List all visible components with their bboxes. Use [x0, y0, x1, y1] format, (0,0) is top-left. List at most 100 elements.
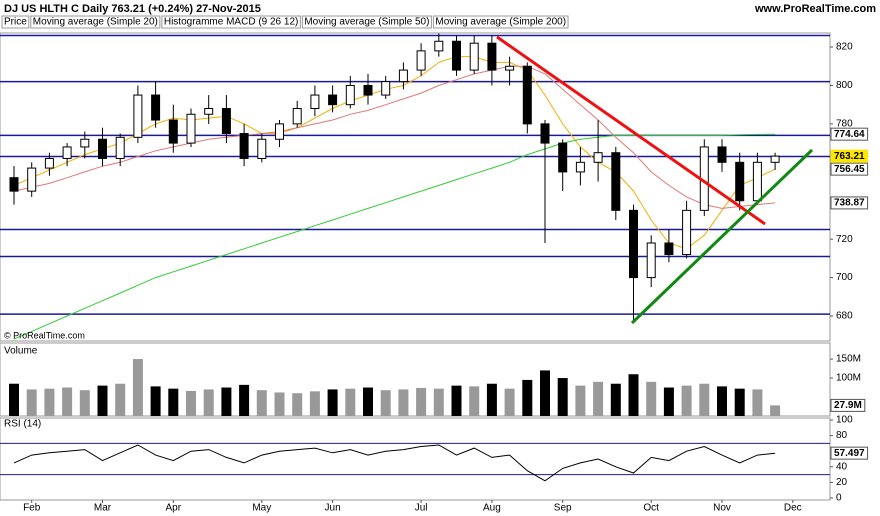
trendline — [630, 148, 814, 325]
y-tick-label: 150M — [836, 354, 861, 365]
series-value-tag-box — [830, 162, 869, 176]
x-tick-label: Sep — [554, 503, 572, 514]
y-tick-label: 780 — [836, 119, 853, 130]
candle-body — [770, 155, 780, 163]
volume-bar — [628, 374, 639, 416]
candle-body — [115, 136, 125, 159]
y-tick-label: 720 — [836, 234, 853, 245]
legend: Price Moving average (Simple 20) Histogram… — [1, 15, 569, 29]
volume-bar — [327, 389, 338, 416]
candle-body — [522, 65, 532, 125]
volume-bar — [486, 383, 497, 416]
candle-body — [398, 69, 408, 83]
legend-entry: Histogramme MACD (9 26 12) — [164, 17, 298, 28]
series-value-tag-box — [830, 127, 869, 141]
volume-bar — [540, 370, 550, 416]
volume-bar — [451, 385, 462, 416]
candle-body — [664, 242, 674, 256]
volume-bar — [79, 390, 90, 416]
x-tick-label: Jun — [325, 503, 341, 514]
volume-bar — [433, 388, 444, 416]
legend-entry: Moving average (Simple 50) — [304, 17, 429, 28]
series-value-tag-box — [830, 196, 869, 210]
candle-body — [735, 161, 745, 202]
volume-bar — [522, 379, 533, 416]
y-tick-label: 40 — [836, 461, 848, 472]
x-tick-label: May — [252, 503, 271, 514]
copyright: © ProRealTime.com — [4, 330, 85, 340]
rsi-panel — [0, 417, 831, 501]
legend-entry: Moving average (Simple 20) — [33, 17, 158, 28]
candle-body — [204, 108, 214, 115]
volume-bar — [380, 390, 391, 416]
candle-body — [98, 138, 107, 159]
volume-bar — [9, 383, 19, 416]
candle-body — [558, 142, 568, 173]
volume-bar — [274, 392, 285, 416]
candle-body — [239, 132, 249, 159]
x-tick-label: Aug — [483, 503, 501, 514]
moving-average — [13, 65, 776, 209]
legend-entry: Price — [4, 17, 27, 28]
price-panel — [0, 32, 831, 342]
x-tick-label: Dec — [784, 503, 802, 514]
rsi-line — [13, 444, 776, 482]
volume-bar — [132, 359, 143, 416]
y-tick-label: 100 — [836, 415, 853, 426]
panel-title: RSI (14) — [4, 419, 41, 430]
y-tick-label: 820 — [836, 42, 853, 53]
x-tick-label: Nov — [713, 503, 731, 514]
volume-bar — [681, 385, 692, 416]
volume-panel — [0, 342, 831, 417]
y-tick-label: 100M — [836, 373, 861, 384]
volume-bar — [717, 386, 727, 416]
series-value-tag: 738.87 — [834, 198, 865, 209]
y-tick-label: 20 — [836, 477, 848, 488]
legend-box — [30, 15, 161, 29]
x-tick-label: Oct — [643, 503, 659, 514]
legend-box — [432, 15, 569, 29]
volume-bar — [44, 388, 55, 416]
volume-bar — [168, 388, 179, 416]
series-value-tag: 774.64 — [834, 129, 865, 140]
candle-body — [682, 209, 692, 256]
volume-bar — [557, 378, 568, 416]
y-tick-label: 0 — [836, 493, 842, 504]
candle-body — [44, 157, 54, 169]
candle-body — [416, 50, 426, 71]
candle-body — [505, 65, 515, 71]
volume-bar — [504, 388, 515, 416]
volume-bar — [97, 385, 108, 416]
x-tick-label: Jul — [415, 503, 428, 514]
legend-box — [301, 15, 432, 29]
volume-bar — [363, 387, 373, 416]
plot: 680700720780800820756.45738.87774.64763.… — [0, 33, 869, 514]
volume-bar — [770, 405, 781, 416]
candle-body — [611, 152, 621, 211]
chart-title: DJ US HLTH C Daily 763.21 (+0.24%) 27-No… — [4, 3, 261, 15]
volume-bar — [309, 391, 320, 416]
candle-body — [629, 209, 638, 279]
candle-body — [27, 167, 37, 192]
candle-body — [151, 94, 161, 121]
candle-body — [717, 146, 727, 163]
price-tag-box — [830, 149, 869, 163]
y-tick-label: 80 — [836, 430, 848, 441]
candle-body — [310, 94, 320, 110]
candle-body — [168, 119, 178, 144]
candle-body — [646, 242, 656, 279]
legend-box — [1, 15, 30, 29]
y-tick-label: 800 — [836, 80, 853, 91]
y-tick-label: 680 — [836, 311, 853, 322]
volume-bar — [416, 387, 427, 416]
volume-bar — [663, 387, 674, 416]
volume-bar — [610, 383, 621, 416]
candle-body — [133, 94, 143, 138]
volume-bar — [734, 388, 745, 416]
volume-tag: 27.9M — [834, 400, 862, 411]
volume-bar — [575, 385, 586, 416]
volume-bar — [469, 386, 480, 416]
volume-bar — [593, 381, 604, 416]
